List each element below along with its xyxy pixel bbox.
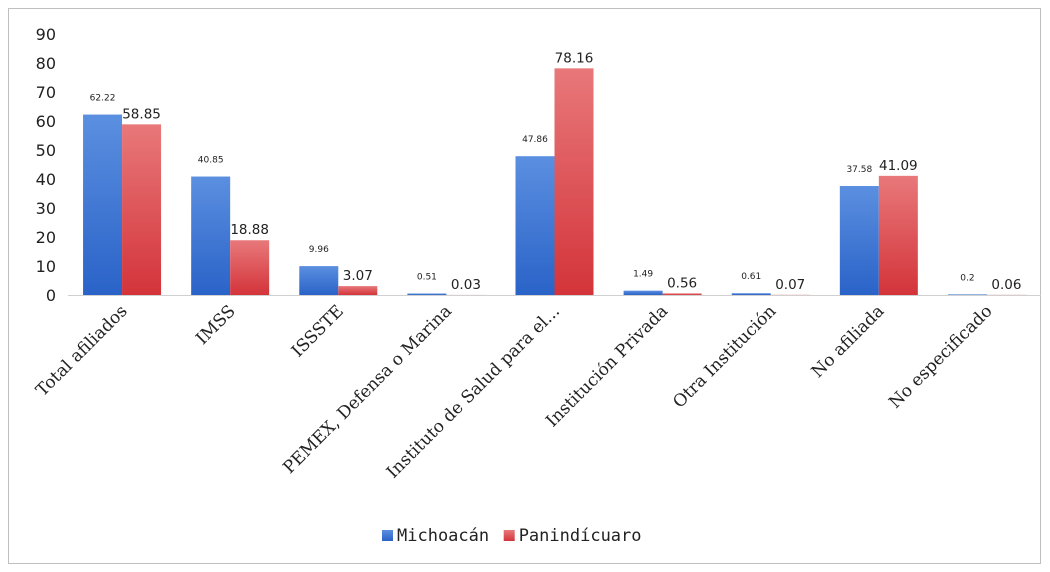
- x-category-label: No afiliada: [808, 301, 889, 382]
- legend-swatch: [503, 530, 515, 541]
- y-tick-label: 20: [36, 228, 56, 247]
- bar-michoacan: [731, 293, 771, 295]
- data-label: 0.51: [417, 273, 437, 283]
- data-label: 47.86: [522, 135, 548, 145]
- data-labels: 62.22 58.85 40.85 18.88 9.96 3.07 0.51 0.03 47.8…: [90, 50, 1022, 293]
- data-label: 0.06: [991, 277, 1021, 293]
- bar-panindicuaro: [338, 286, 378, 295]
- data-label: 40.85: [198, 156, 224, 166]
- x-category-label: ISSSTE: [288, 301, 348, 361]
- data-label: 0.2: [960, 273, 974, 283]
- data-label: 3.07: [343, 268, 373, 284]
- x-category-label: Instituto de Salud para el...: [383, 301, 564, 482]
- data-label: 0.03: [451, 277, 481, 293]
- data-label: 41.09: [879, 158, 918, 174]
- y-tick-label: 80: [36, 54, 56, 73]
- bar-michoacan: [623, 290, 663, 295]
- y-tick-label: 0: [46, 286, 56, 305]
- data-label: 62.22: [90, 94, 116, 104]
- bar-michoacan: [191, 176, 231, 295]
- y-tick-label: 10: [36, 257, 56, 276]
- bar-michoacan: [407, 293, 447, 295]
- data-label: 58.85: [122, 106, 161, 122]
- x-category-label: No especificado: [885, 301, 996, 412]
- y-tick-label: 70: [36, 83, 56, 102]
- bar-michoacan: [299, 266, 339, 295]
- bar-panindicuaro: [230, 240, 270, 295]
- x-category-label: IMSS: [192, 301, 239, 348]
- data-label: 0.07: [775, 277, 805, 293]
- data-label: 37.58: [846, 165, 872, 175]
- legend-swatch: [382, 530, 393, 541]
- y-axis: 0 10 20 30 40 50 60 70 80 90: [36, 25, 56, 305]
- y-tick-label: 60: [36, 112, 56, 131]
- data-label: 1.49: [633, 270, 653, 280]
- y-tick-label: 90: [36, 25, 56, 44]
- y-tick-label: 40: [36, 170, 56, 189]
- x-category-label: Total afiliados: [32, 301, 131, 400]
- legend-label: Michoacán: [397, 526, 489, 546]
- y-tick-label: 30: [36, 199, 56, 218]
- bar-michoacan: [83, 114, 123, 295]
- bar-panindicuaro: [662, 293, 702, 295]
- bar-michoacan: [947, 294, 987, 295]
- data-label: 0.61: [741, 272, 761, 282]
- legend-label: Panindícuaro: [519, 526, 642, 546]
- x-category-label: Institución Privada: [542, 301, 672, 431]
- bars: [83, 68, 1026, 296]
- bar-michoacan: [839, 186, 879, 295]
- x-category-label: Otra Institución: [669, 301, 780, 412]
- data-label: 9.96: [309, 245, 329, 255]
- data-label: 78.16: [555, 50, 594, 66]
- bar-panindicuaro: [878, 175, 918, 295]
- y-tick-label: 50: [36, 141, 56, 160]
- bar-panindicuaro: [122, 124, 162, 296]
- bar-panindicuaro: [554, 68, 594, 295]
- bar-michoacan: [515, 156, 555, 295]
- data-label: 18.88: [230, 222, 269, 238]
- legend: Michoacán Panindícuaro: [382, 526, 642, 546]
- data-label: 0.56: [667, 275, 697, 291]
